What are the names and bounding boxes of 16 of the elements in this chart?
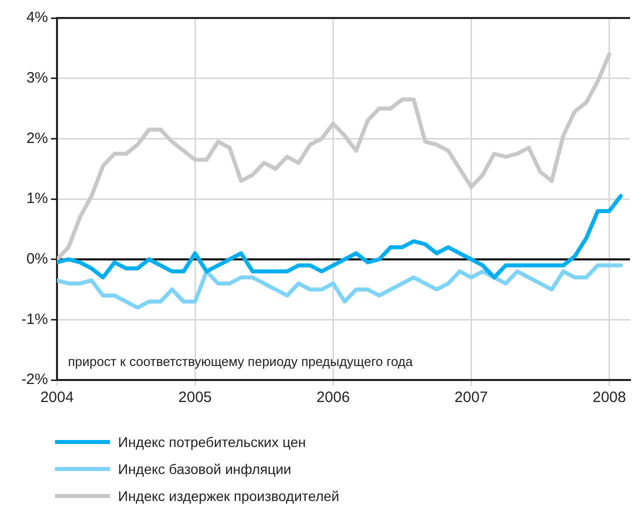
legend-label: Индекс потребительских цен bbox=[118, 434, 306, 450]
x-tick-label: 2007 bbox=[454, 389, 488, 406]
y-tick-label: 4% bbox=[26, 9, 48, 26]
y-tick-label: -2% bbox=[21, 371, 48, 388]
legend-label: Индекс издержек производителей bbox=[118, 488, 340, 504]
x-tick-label: 2005 bbox=[178, 389, 212, 406]
x-tick-label: 2004 bbox=[40, 389, 74, 406]
x-tick-label: 2006 bbox=[316, 389, 350, 406]
y-tick-label: 3% bbox=[26, 69, 48, 86]
y-tick-label: 0% bbox=[26, 250, 48, 268]
y-tick-label: 1% bbox=[26, 190, 48, 208]
y-tick-label: 2% bbox=[26, 130, 48, 147]
x-tick-label: 2008 bbox=[592, 389, 626, 406]
y-tick-label: -1% bbox=[21, 310, 48, 328]
legend-label: Индекс базовой инфляции bbox=[118, 460, 292, 476]
annotation: прирост к соответствующему периоду предыдущего года bbox=[68, 354, 413, 369]
